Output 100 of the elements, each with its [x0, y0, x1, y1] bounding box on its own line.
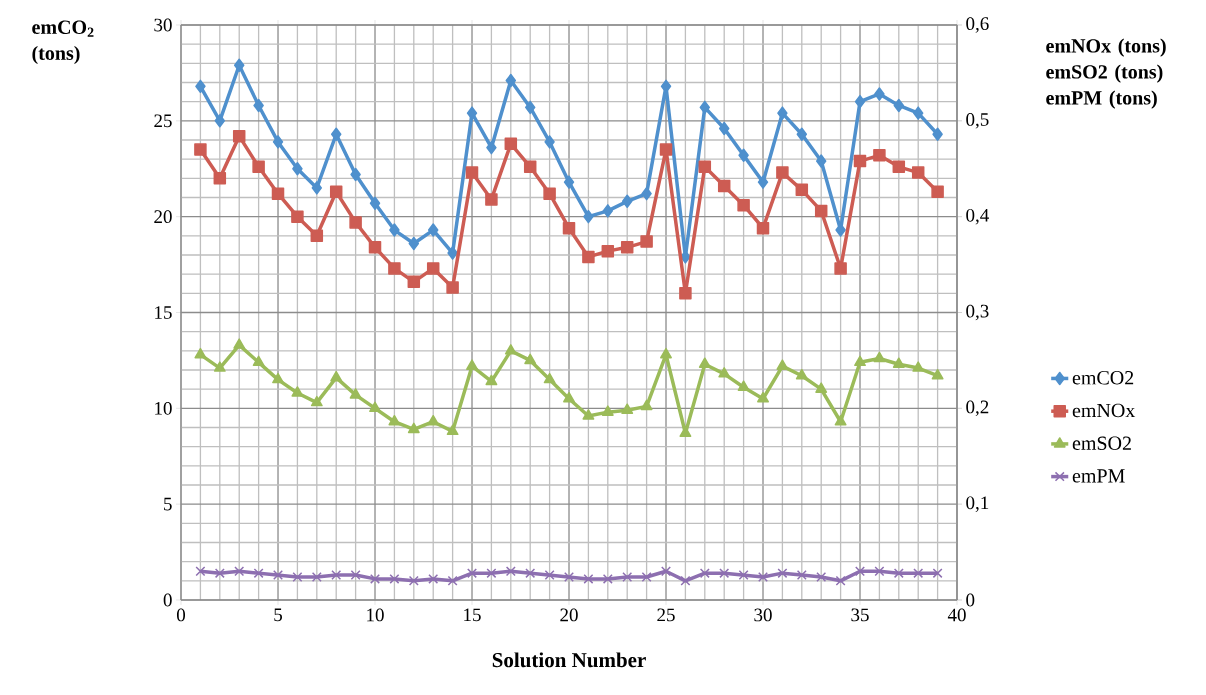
point [272, 135, 284, 149]
y2-tick-label: 0,2 [966, 400, 989, 417]
point [737, 380, 750, 391]
point [523, 160, 537, 174]
x-tick-label: 5 [274, 608, 283, 622]
point [486, 568, 497, 579]
point [796, 570, 807, 581]
point [892, 160, 906, 174]
y2-tick-label: 0,1 [966, 496, 989, 512]
point [427, 414, 440, 426]
legend-label: emSO2 [1072, 436, 1131, 450]
point [349, 388, 362, 399]
point [273, 570, 283, 581]
point [738, 570, 749, 581]
point [407, 422, 420, 434]
point [544, 570, 555, 581]
point [738, 148, 749, 163]
point [195, 566, 206, 577]
point [621, 403, 634, 414]
point [874, 87, 885, 101]
point [777, 568, 788, 579]
point [331, 570, 342, 581]
point [564, 571, 574, 582]
point [272, 372, 284, 384]
point [816, 571, 827, 582]
point [622, 571, 633, 582]
point [213, 361, 226, 372]
point [621, 194, 633, 209]
point [214, 568, 225, 579]
point [893, 568, 904, 579]
x-tick-label: 25 [657, 608, 675, 622]
point [447, 246, 458, 260]
point [252, 160, 265, 174]
point [873, 351, 886, 363]
point [311, 181, 323, 195]
point [505, 566, 516, 577]
point [892, 357, 905, 368]
point [641, 186, 652, 201]
point [641, 571, 652, 582]
point [855, 566, 865, 577]
point [543, 187, 556, 200]
point [194, 347, 207, 359]
point [699, 568, 710, 579]
point [834, 262, 847, 275]
point [931, 368, 944, 380]
point [524, 353, 537, 365]
point [291, 386, 304, 397]
point [253, 98, 264, 113]
point [796, 127, 808, 141]
point [389, 573, 400, 584]
point [369, 196, 381, 210]
point [814, 204, 828, 218]
point [680, 575, 691, 586]
x-tick-label: 20 [560, 608, 578, 622]
point [698, 357, 711, 368]
point [932, 127, 943, 141]
y2-axis-title: emNOx (tons) emSO2 (tons) emPM (tons) [1046, 38, 1166, 109]
point [486, 140, 497, 155]
point [661, 566, 671, 577]
x-tick-label: 15 [464, 608, 481, 622]
point [834, 414, 847, 426]
point [389, 223, 400, 237]
point [913, 568, 924, 579]
y2-tick-label: 0,6 [966, 17, 989, 33]
point [718, 121, 730, 136]
y-tick-label: 25 [154, 114, 172, 128]
point [505, 73, 517, 88]
point [758, 571, 768, 582]
x-tick-label: 0 [176, 608, 186, 622]
point [601, 405, 614, 416]
point [756, 221, 770, 235]
y-tick-label: 30 [154, 18, 172, 32]
point [446, 281, 459, 294]
point [737, 198, 750, 212]
point [719, 568, 730, 579]
point [602, 573, 613, 584]
y2-tick-label: 0,4 [966, 208, 989, 225]
point [815, 382, 828, 393]
y2-tick-label: 0,3 [966, 304, 989, 321]
point [932, 568, 943, 579]
point [291, 210, 304, 223]
point [815, 154, 827, 168]
point [543, 372, 556, 384]
x-tick-label: 35 [851, 608, 869, 622]
point [194, 143, 207, 156]
y2-tick-label: 0,5 [966, 113, 989, 129]
point [232, 129, 246, 143]
y2-tick-label: 0 [966, 593, 975, 607]
point [699, 100, 711, 115]
point [795, 183, 809, 197]
y-tick-label: 20 [154, 210, 172, 224]
point [679, 287, 692, 300]
point [582, 409, 595, 420]
x-tick-label: 40 [947, 608, 966, 622]
point [368, 241, 382, 254]
x-tick-label: 30 [754, 608, 772, 622]
point [931, 185, 944, 198]
point [854, 355, 866, 367]
point [874, 566, 885, 577]
point [214, 114, 226, 128]
